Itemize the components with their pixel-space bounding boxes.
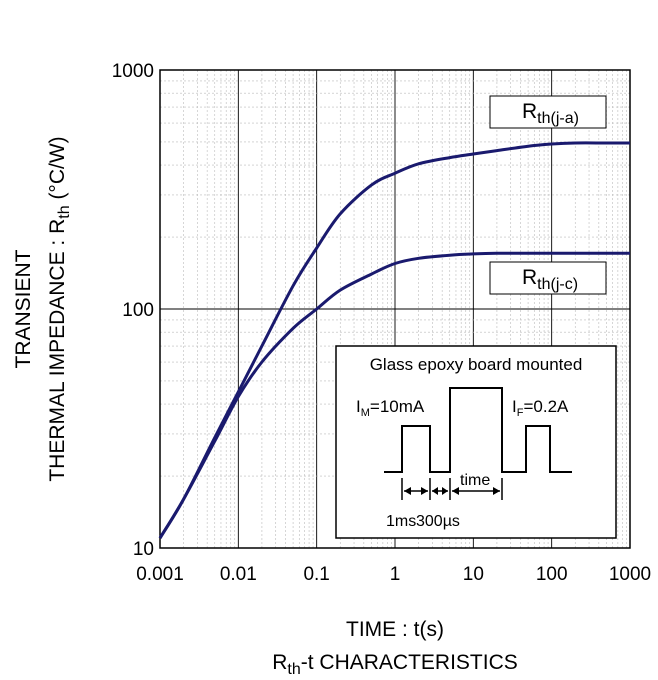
x-tick-label: 1000 [609, 564, 651, 585]
legend-ja-label: Rth(j-a) [522, 100, 579, 127]
series-line-rth-jc [158, 251, 630, 539]
x-tick-label: 0.01 [220, 564, 257, 585]
inset-dur-1ms: 1ms [386, 513, 416, 530]
y-tick-label: 10 [133, 539, 154, 560]
arrowhead [442, 487, 448, 495]
x-tick-labels: 0.001 0.01 0.1 1 10 100 1000 [136, 564, 651, 585]
plot-frame [159, 69, 631, 549]
grid-lines [160, 70, 630, 548]
legend-jc-label: Rth(j-c) [522, 266, 578, 293]
x-tick-label: 0.1 [303, 564, 329, 585]
arrowhead [421, 487, 428, 495]
y-tick-label: 1000 [112, 61, 154, 82]
legend-ja: Rth(j-a) [489, 95, 607, 129]
legend-ja-box [489, 95, 607, 129]
x-tick-label: 100 [536, 564, 568, 585]
arrowhead [493, 487, 500, 495]
y-axis-label-line1: TRANSIENT [12, 249, 35, 368]
inset-time-label: time [460, 472, 490, 489]
x-axis-label: TIME : t(s) [346, 618, 444, 641]
arrowhead [432, 487, 438, 495]
x-tick-label: 1 [390, 564, 401, 585]
legend-jc: Rth(j-c) [489, 261, 607, 295]
pulse-waveform [384, 387, 572, 473]
arrowhead [452, 487, 459, 495]
chart-title: Rth-t CHARACTERISTICS [272, 651, 518, 678]
y-axis-label-line2: THERMAL IMPEDANCE : Rth (°C/W) [46, 136, 73, 481]
inset-box: Glass epoxy board mounted IM=10mA IF=0.2… [335, 345, 617, 539]
y-axis-label: TRANSIENT THERMAL IMPEDANCE : Rth (°C/W) [12, 136, 73, 481]
inset-if-label: IF=0.2A [512, 397, 569, 419]
x-tick-label: 10 [463, 564, 484, 585]
x-tick-label: 0.001 [136, 564, 184, 585]
arrowhead [404, 487, 411, 495]
legend-jc-box [489, 261, 607, 295]
inset-dur-300us: 300µs [416, 513, 460, 530]
inset-frame [335, 345, 617, 539]
y-tick-labels: 10 100 1000 [112, 61, 154, 560]
y-tick-label: 100 [122, 300, 154, 321]
series-lines [158, 141, 630, 539]
series-line-rth-ja [158, 141, 630, 539]
inset-im-label: IM=10mA [356, 397, 425, 419]
inset-title: Glass epoxy board mounted [370, 355, 583, 374]
